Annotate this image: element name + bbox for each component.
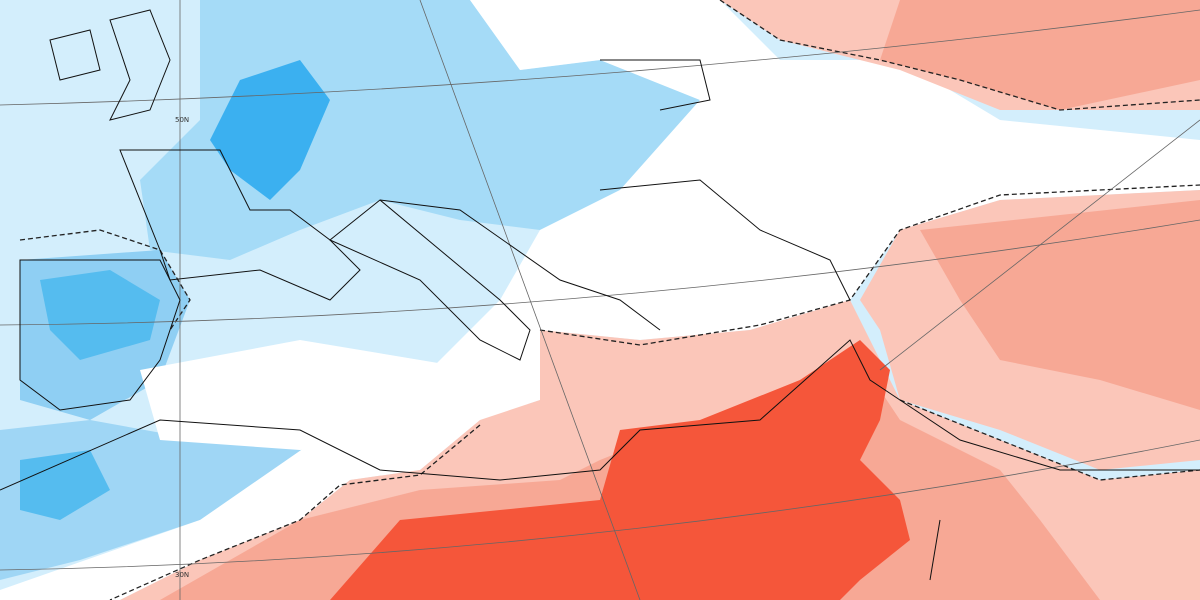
neutral-zone	[140, 340, 540, 450]
blue-core	[210, 60, 330, 200]
latitude-label: 50N	[175, 116, 189, 124]
latitude-label: 30N	[175, 571, 189, 579]
warm-zone	[920, 200, 1200, 410]
coastlines	[0, 9, 1200, 581]
blue-core	[20, 450, 110, 520]
warm-zone	[880, 0, 1200, 110]
blue-core	[40, 270, 160, 360]
hot-core	[330, 340, 910, 600]
